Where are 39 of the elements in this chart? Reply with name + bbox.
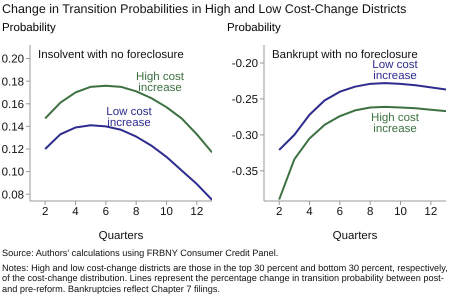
x-tick-label: 4 (306, 206, 314, 218)
y-tick-label: 0.12 (2, 144, 24, 156)
x-tick-label: 10 (394, 206, 407, 218)
x-tick-label: 2 (42, 206, 48, 218)
series-label: High cost increase (370, 112, 420, 135)
x-tick-label: 10 (160, 206, 173, 218)
line-series (44, 84, 212, 154)
source-note: Source: Authors' calculations using FRBNY Consumer Credit Panel. (2, 248, 280, 258)
chart-title: Change in Transition Probabilities in High and Low Cost-Change Districts (2, 2, 406, 16)
y-tick-label: 0.08 (2, 189, 24, 202)
line-series (278, 106, 446, 201)
y-tick-label: -0.30 (232, 130, 258, 142)
y-tick-label: 0.18 (2, 76, 24, 88)
y-axis-title: Probability (227, 22, 281, 34)
y-tick-label: -0.20 (232, 58, 258, 70)
y-axis-title: Probability (2, 22, 56, 34)
y-tick-label: 0.14 (2, 121, 25, 134)
text: Notes: High and low cost-change districts are those in the top 30 percent and bottom 30 percent, respectively, of the cost-change distribution. Lines represent the percentage change in transition probability between post- and pre-reform. Bankruptcies reflect Chapter 7 filings. (2, 262, 448, 294)
x-tick-label: 6 (102, 206, 110, 218)
x-axis-title: Quarters (98, 230, 144, 242)
x-tick-label: 2 (276, 206, 282, 218)
series-label: Low cost increase (105, 106, 153, 129)
y-tick-label: -0.25 (232, 94, 258, 106)
x-tick-label: 4 (72, 206, 80, 218)
line-series (278, 82, 446, 151)
x-tick-label: 8 (366, 206, 374, 218)
y-tick-label: 0.10 (2, 166, 24, 179)
chart-subtitle: Bankrupt with no foreclosure (272, 49, 418, 61)
y-tick-label: -0.35 (232, 166, 258, 178)
series-label: Low cost increase (371, 59, 419, 82)
chart-subtitle: Insolvent with no foreclosure (38, 49, 184, 61)
x-tick-label: 6 (336, 206, 344, 218)
x-tick-label: 12 (190, 206, 204, 218)
x-tick-label: 12 (424, 206, 438, 218)
y-tick-label: 0.20 (2, 54, 24, 66)
y-tick-label: 0.16 (2, 98, 24, 111)
series-label: High cost increase (135, 71, 185, 94)
x-axis-title: Quarters (332, 230, 378, 242)
x-tick-label: 8 (132, 206, 140, 218)
